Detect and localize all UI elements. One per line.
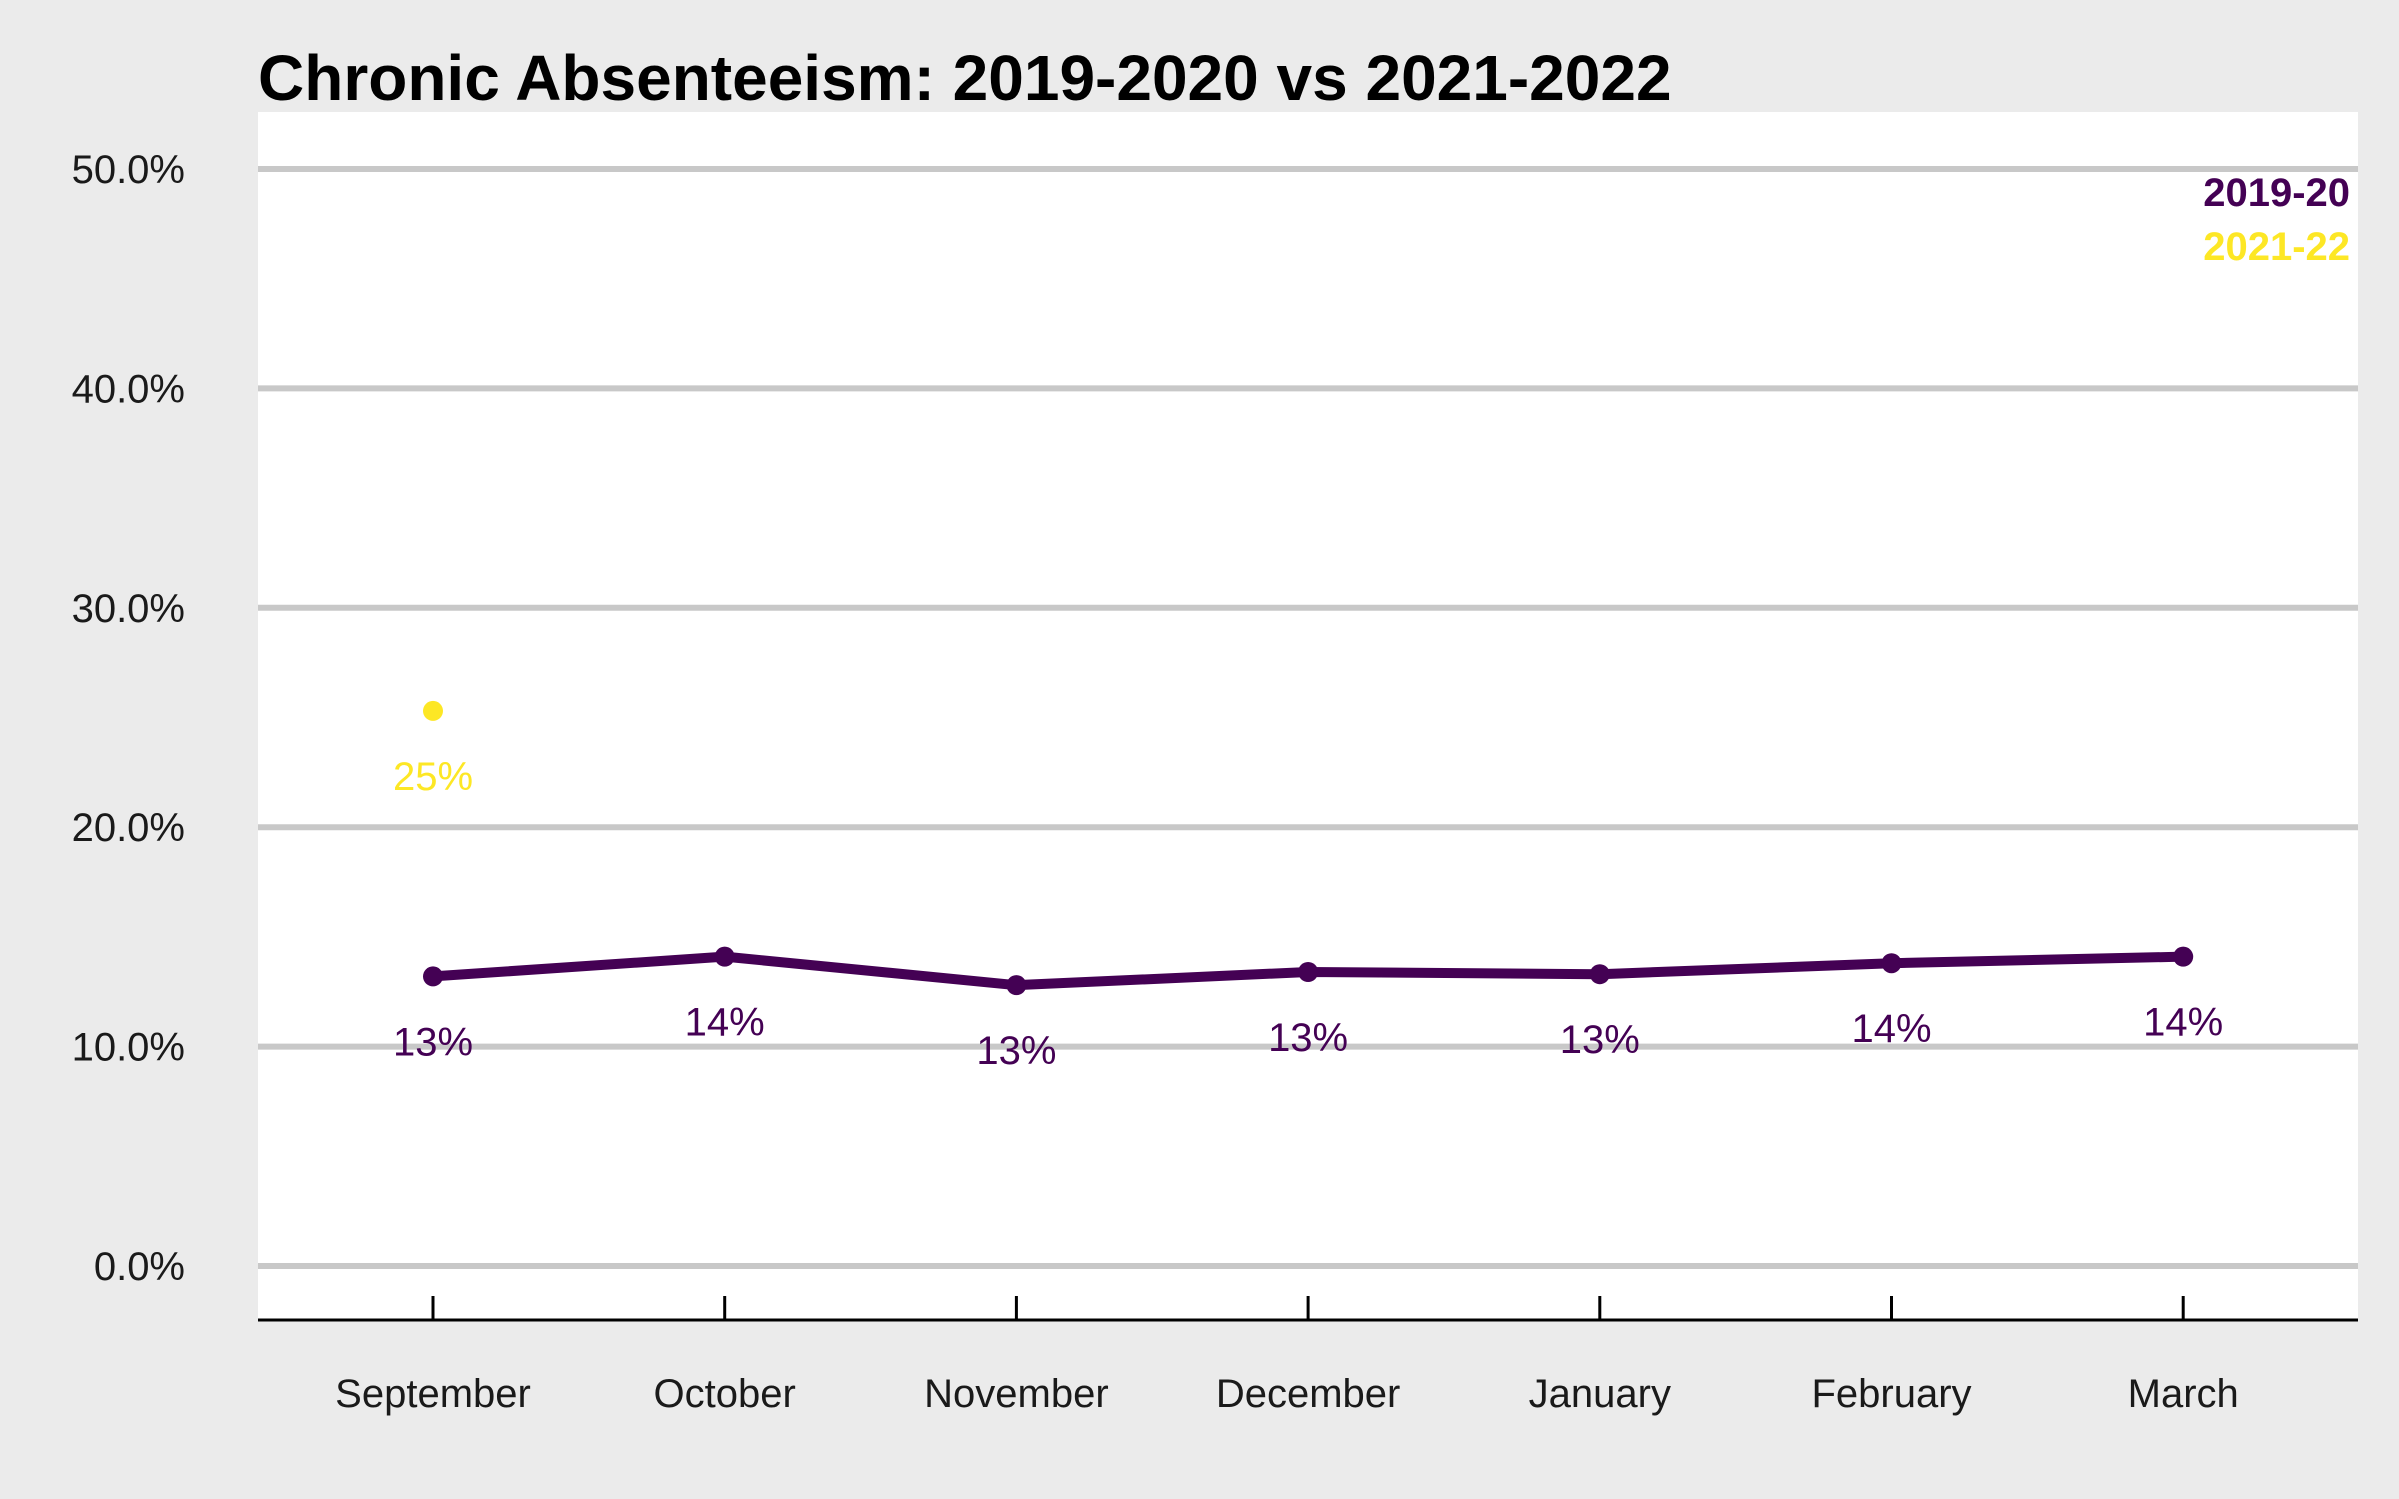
y-tick-label: 10.0% bbox=[72, 1026, 185, 1070]
y-tick-label: 40.0% bbox=[72, 367, 185, 411]
y-tick-label: 0.0% bbox=[94, 1245, 185, 1289]
data-labels: 13% 14% 13% 13% 13% 14% 14% 25% bbox=[393, 755, 2223, 1073]
x-tick-label: March bbox=[2128, 1372, 2239, 1416]
data-label: 13% bbox=[1268, 1016, 1348, 1060]
data-label: 14% bbox=[2143, 1001, 2223, 1045]
y-tick-label: 30.0% bbox=[72, 587, 185, 631]
data-point-2019-20 bbox=[1298, 962, 1319, 983]
y-tick-label: 20.0% bbox=[72, 806, 185, 850]
data-label: 14% bbox=[1851, 1007, 1931, 1051]
legend-entry: 2021-22 bbox=[2203, 225, 2350, 269]
gridlines bbox=[258, 166, 2358, 1269]
data-point-2021-22 bbox=[423, 700, 443, 721]
data-label: 14% bbox=[685, 1001, 765, 1045]
x-axis-ticks: September October November December January F… bbox=[335, 1296, 2239, 1416]
panel-background bbox=[258, 112, 2358, 1320]
x-tick-label: September bbox=[335, 1372, 531, 1416]
data-label: 13% bbox=[393, 1020, 473, 1064]
data-label: 25% bbox=[393, 755, 473, 799]
data-label: 13% bbox=[1560, 1018, 1640, 1062]
x-tick-label: November bbox=[924, 1372, 1109, 1416]
series-group bbox=[423, 700, 2194, 996]
x-tick-label: February bbox=[1811, 1372, 1971, 1416]
data-point-2019-20 bbox=[423, 966, 443, 987]
y-tick-label: 50.0% bbox=[72, 148, 185, 192]
data-point-2019-20 bbox=[2173, 946, 2194, 967]
data-point-2019-20 bbox=[1589, 964, 1610, 985]
chart-title: Chronic Absenteeism: 2019-2020 vs 2021-2… bbox=[258, 42, 1672, 114]
legend-entry: 2019-20 bbox=[2203, 171, 2350, 215]
data-label: 13% bbox=[976, 1029, 1056, 1073]
data-point-2019-20 bbox=[1006, 975, 1027, 996]
x-tick-label: October bbox=[654, 1372, 796, 1416]
data-point-2019-20 bbox=[714, 946, 735, 967]
y-axis-ticks: 0.0% 10.0% 20.0% 30.0% 40.0% 50.0% bbox=[72, 148, 185, 1289]
x-tick-label: December bbox=[1216, 1372, 1401, 1416]
x-tick-label: January bbox=[1529, 1372, 1671, 1416]
data-point-2019-20 bbox=[1881, 953, 1902, 974]
legend: 2019-20 2021-22 bbox=[2203, 171, 2350, 269]
